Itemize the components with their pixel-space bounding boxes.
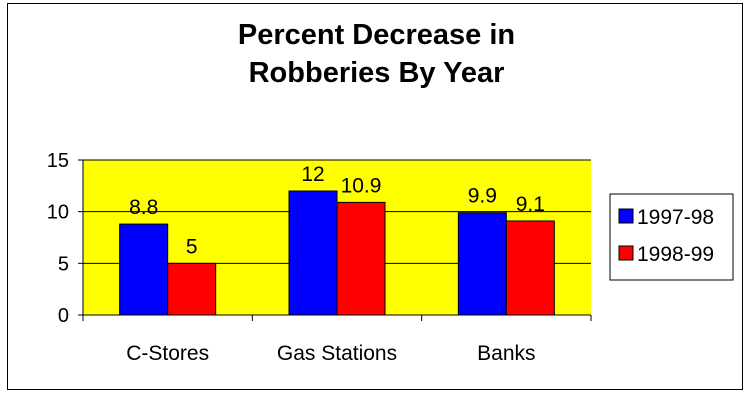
chart-title-line-1: Percent Decrease in xyxy=(237,19,516,51)
bar xyxy=(288,190,338,316)
legend-label: 1997-98 xyxy=(637,206,714,229)
bar xyxy=(457,212,507,316)
x-tick-label: C-Stores xyxy=(126,342,209,365)
y-tick-label: 0 xyxy=(58,305,69,327)
y-tick-label: 10 xyxy=(47,202,69,224)
bar xyxy=(505,220,555,316)
bar xyxy=(119,223,169,316)
y-tick-label: 15 xyxy=(47,150,69,172)
y-tick-label: 5 xyxy=(58,253,69,275)
data-label: 8.8 xyxy=(129,196,158,219)
x-tick-label: Gas Stations xyxy=(277,342,397,365)
legend-label: 1998-99 xyxy=(637,243,714,266)
legend xyxy=(609,193,734,281)
data-label: 12 xyxy=(301,163,324,186)
bar xyxy=(336,201,386,316)
chart-title: Percent Decrease in Robberies By Year xyxy=(0,16,753,92)
data-label: 9.9 xyxy=(468,185,497,208)
chart-title-line-2: Robberies By Year xyxy=(248,57,505,89)
bar xyxy=(167,262,217,316)
x-tick-label: Banks xyxy=(477,342,535,365)
legend-swatch xyxy=(618,208,634,224)
data-label: 9.1 xyxy=(516,193,545,216)
legend-swatch xyxy=(618,245,634,261)
data-label: 5 xyxy=(186,235,198,258)
data-label: 10.9 xyxy=(341,174,382,197)
